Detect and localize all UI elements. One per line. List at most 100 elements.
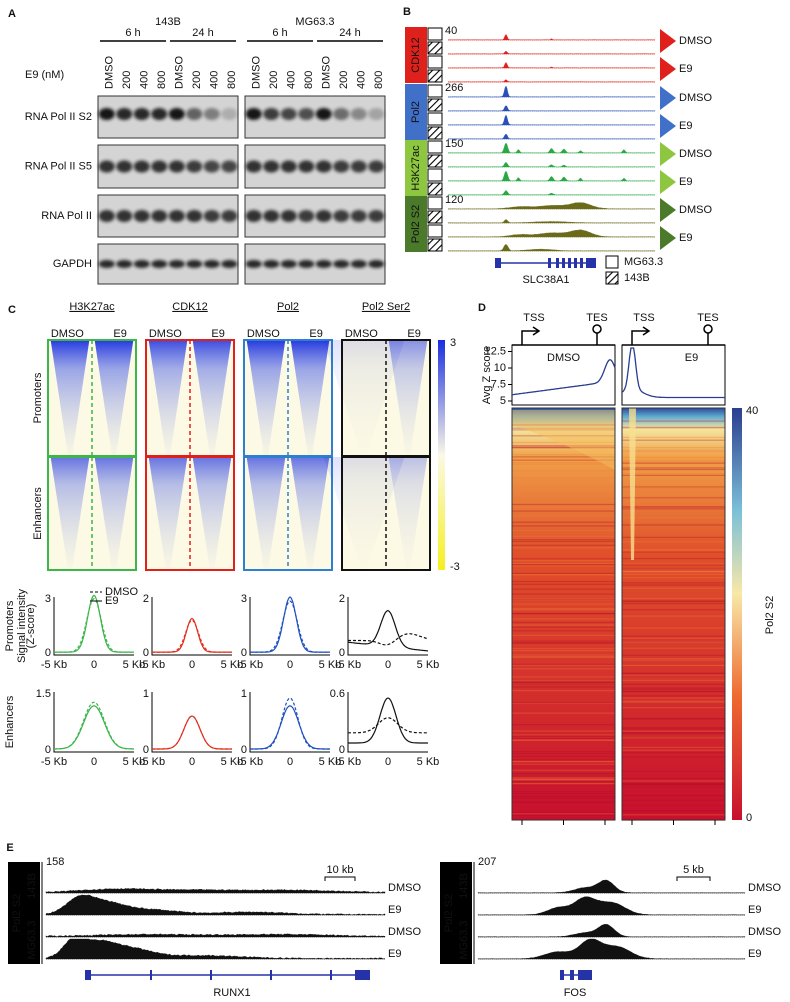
- heatmap-texture: [622, 497, 725, 500]
- heatmap-texture: [622, 461, 725, 463]
- profile-curve: [348, 633, 429, 646]
- x-tick-label: 5 Kb: [123, 659, 146, 671]
- replicate-swatch: [427, 55, 443, 69]
- heatmap-texture: [622, 446, 725, 449]
- heatmap-streak: [629, 408, 636, 560]
- gene-exon: [568, 258, 571, 268]
- mark-title: H3K27ac: [69, 301, 115, 313]
- heatmap-texture: [512, 779, 615, 781]
- x-tick-label: -5 Kb: [41, 659, 67, 671]
- lane-label: DMSO: [174, 56, 186, 89]
- gene-exon: [210, 970, 212, 980]
- signal-track: [447, 133, 656, 140]
- replicate-swatch: [427, 238, 443, 252]
- heatmap-texture: [622, 677, 725, 680]
- blot-band: [245, 160, 262, 173]
- blot-band: [280, 210, 297, 222]
- blot-band: [168, 108, 185, 120]
- heatmap-texture: [512, 739, 615, 741]
- panel-label: C: [8, 304, 16, 316]
- heatmap-texture: [512, 599, 615, 602]
- gene-label: RUNX1: [213, 987, 250, 999]
- scale-bar: [324, 876, 356, 881]
- heatmap-texture: [622, 683, 725, 685]
- legend-swatch: [605, 255, 619, 269]
- heatmap-texture: [512, 797, 615, 799]
- signal-track: [477, 879, 746, 894]
- heatmap-texture: [622, 517, 725, 519]
- heatmap-texture: [512, 593, 615, 595]
- heatmap-texture: [512, 778, 615, 780]
- heatmap-texture: [512, 634, 615, 636]
- heatmap-texture: [512, 759, 615, 761]
- heatmap-texture: [622, 436, 725, 438]
- heatmap-texture: [512, 755, 615, 758]
- profile-curve: [54, 701, 134, 750]
- x-tick-label: 5 Kb: [123, 756, 146, 768]
- cell-line-label: MG63.3: [26, 920, 38, 959]
- condition-label: DMSO: [149, 328, 182, 340]
- heatmap-texture: [622, 641, 725, 643]
- heatmap-texture: [622, 777, 725, 780]
- heatmap-texture: [512, 510, 615, 512]
- heatmap-texture: [512, 769, 615, 771]
- blot-band: [203, 108, 220, 120]
- condition-label: DMSO: [679, 204, 712, 216]
- heatmap-texture: [622, 597, 725, 600]
- heatmap-signal: [192, 457, 232, 570]
- axis: [151, 597, 232, 656]
- gene-exon: [355, 970, 370, 980]
- x-tick-label: 0: [189, 659, 195, 671]
- heatmap-texture: [512, 618, 615, 620]
- tes-marker: [592, 324, 602, 334]
- heatmap-texture: [512, 624, 615, 626]
- blot-band: [221, 260, 238, 268]
- scale-bar-label: 10 kb: [327, 864, 354, 876]
- gene-exon: [570, 970, 574, 980]
- heatmap-texture: [622, 506, 725, 508]
- heatmap-texture: [512, 761, 615, 763]
- heatmap-texture: [622, 584, 725, 586]
- y-tick-label: 0: [339, 647, 345, 659]
- x-tick-label: -5 Kb: [335, 659, 361, 671]
- heatmap-texture: [512, 445, 615, 447]
- heatmap-texture: [622, 557, 725, 560]
- heatmap-texture: [622, 641, 725, 644]
- blot-band: [203, 210, 220, 222]
- heatmap-texture: [622, 664, 725, 666]
- blot-band: [221, 210, 238, 222]
- blot-band: [368, 160, 385, 173]
- heatmap-texture: [512, 580, 615, 583]
- heatmap-texture: [512, 447, 615, 449]
- heatmap-texture: [512, 676, 615, 678]
- heatmap-texture: [512, 751, 615, 753]
- track-group-box: [405, 140, 427, 196]
- heatmap-texture: [622, 551, 725, 553]
- y-tick-label: 7.5: [491, 378, 506, 390]
- signal-track: [477, 896, 746, 916]
- signal-track: [447, 114, 656, 126]
- heatmap-texture: [512, 506, 615, 508]
- heatmap-texture: [622, 563, 725, 565]
- heatmap-texture: [622, 783, 725, 785]
- heatmap-texture: [622, 548, 725, 551]
- condition-label: E9: [748, 948, 761, 960]
- gene-exon: [574, 258, 577, 268]
- heatmap-texture: [622, 517, 725, 519]
- track-label-box: [440, 862, 472, 964]
- heatmap-texture: [622, 541, 725, 543]
- blot-band: [116, 108, 133, 120]
- blot-band: [350, 210, 367, 222]
- profile-curve: [621, 347, 725, 399]
- heatmap-texture: [622, 770, 725, 772]
- panel-label: D: [478, 302, 486, 314]
- heatmap-texture: [512, 539, 615, 541]
- tss-arrow: [521, 326, 541, 345]
- x-tick-label: 0: [385, 756, 391, 768]
- profile-box: [511, 344, 616, 406]
- blot-band: [333, 160, 350, 173]
- axis: [347, 692, 428, 753]
- condition-flag: [660, 29, 676, 53]
- lane-label: 800: [373, 71, 385, 89]
- profile-curve: [152, 715, 232, 750]
